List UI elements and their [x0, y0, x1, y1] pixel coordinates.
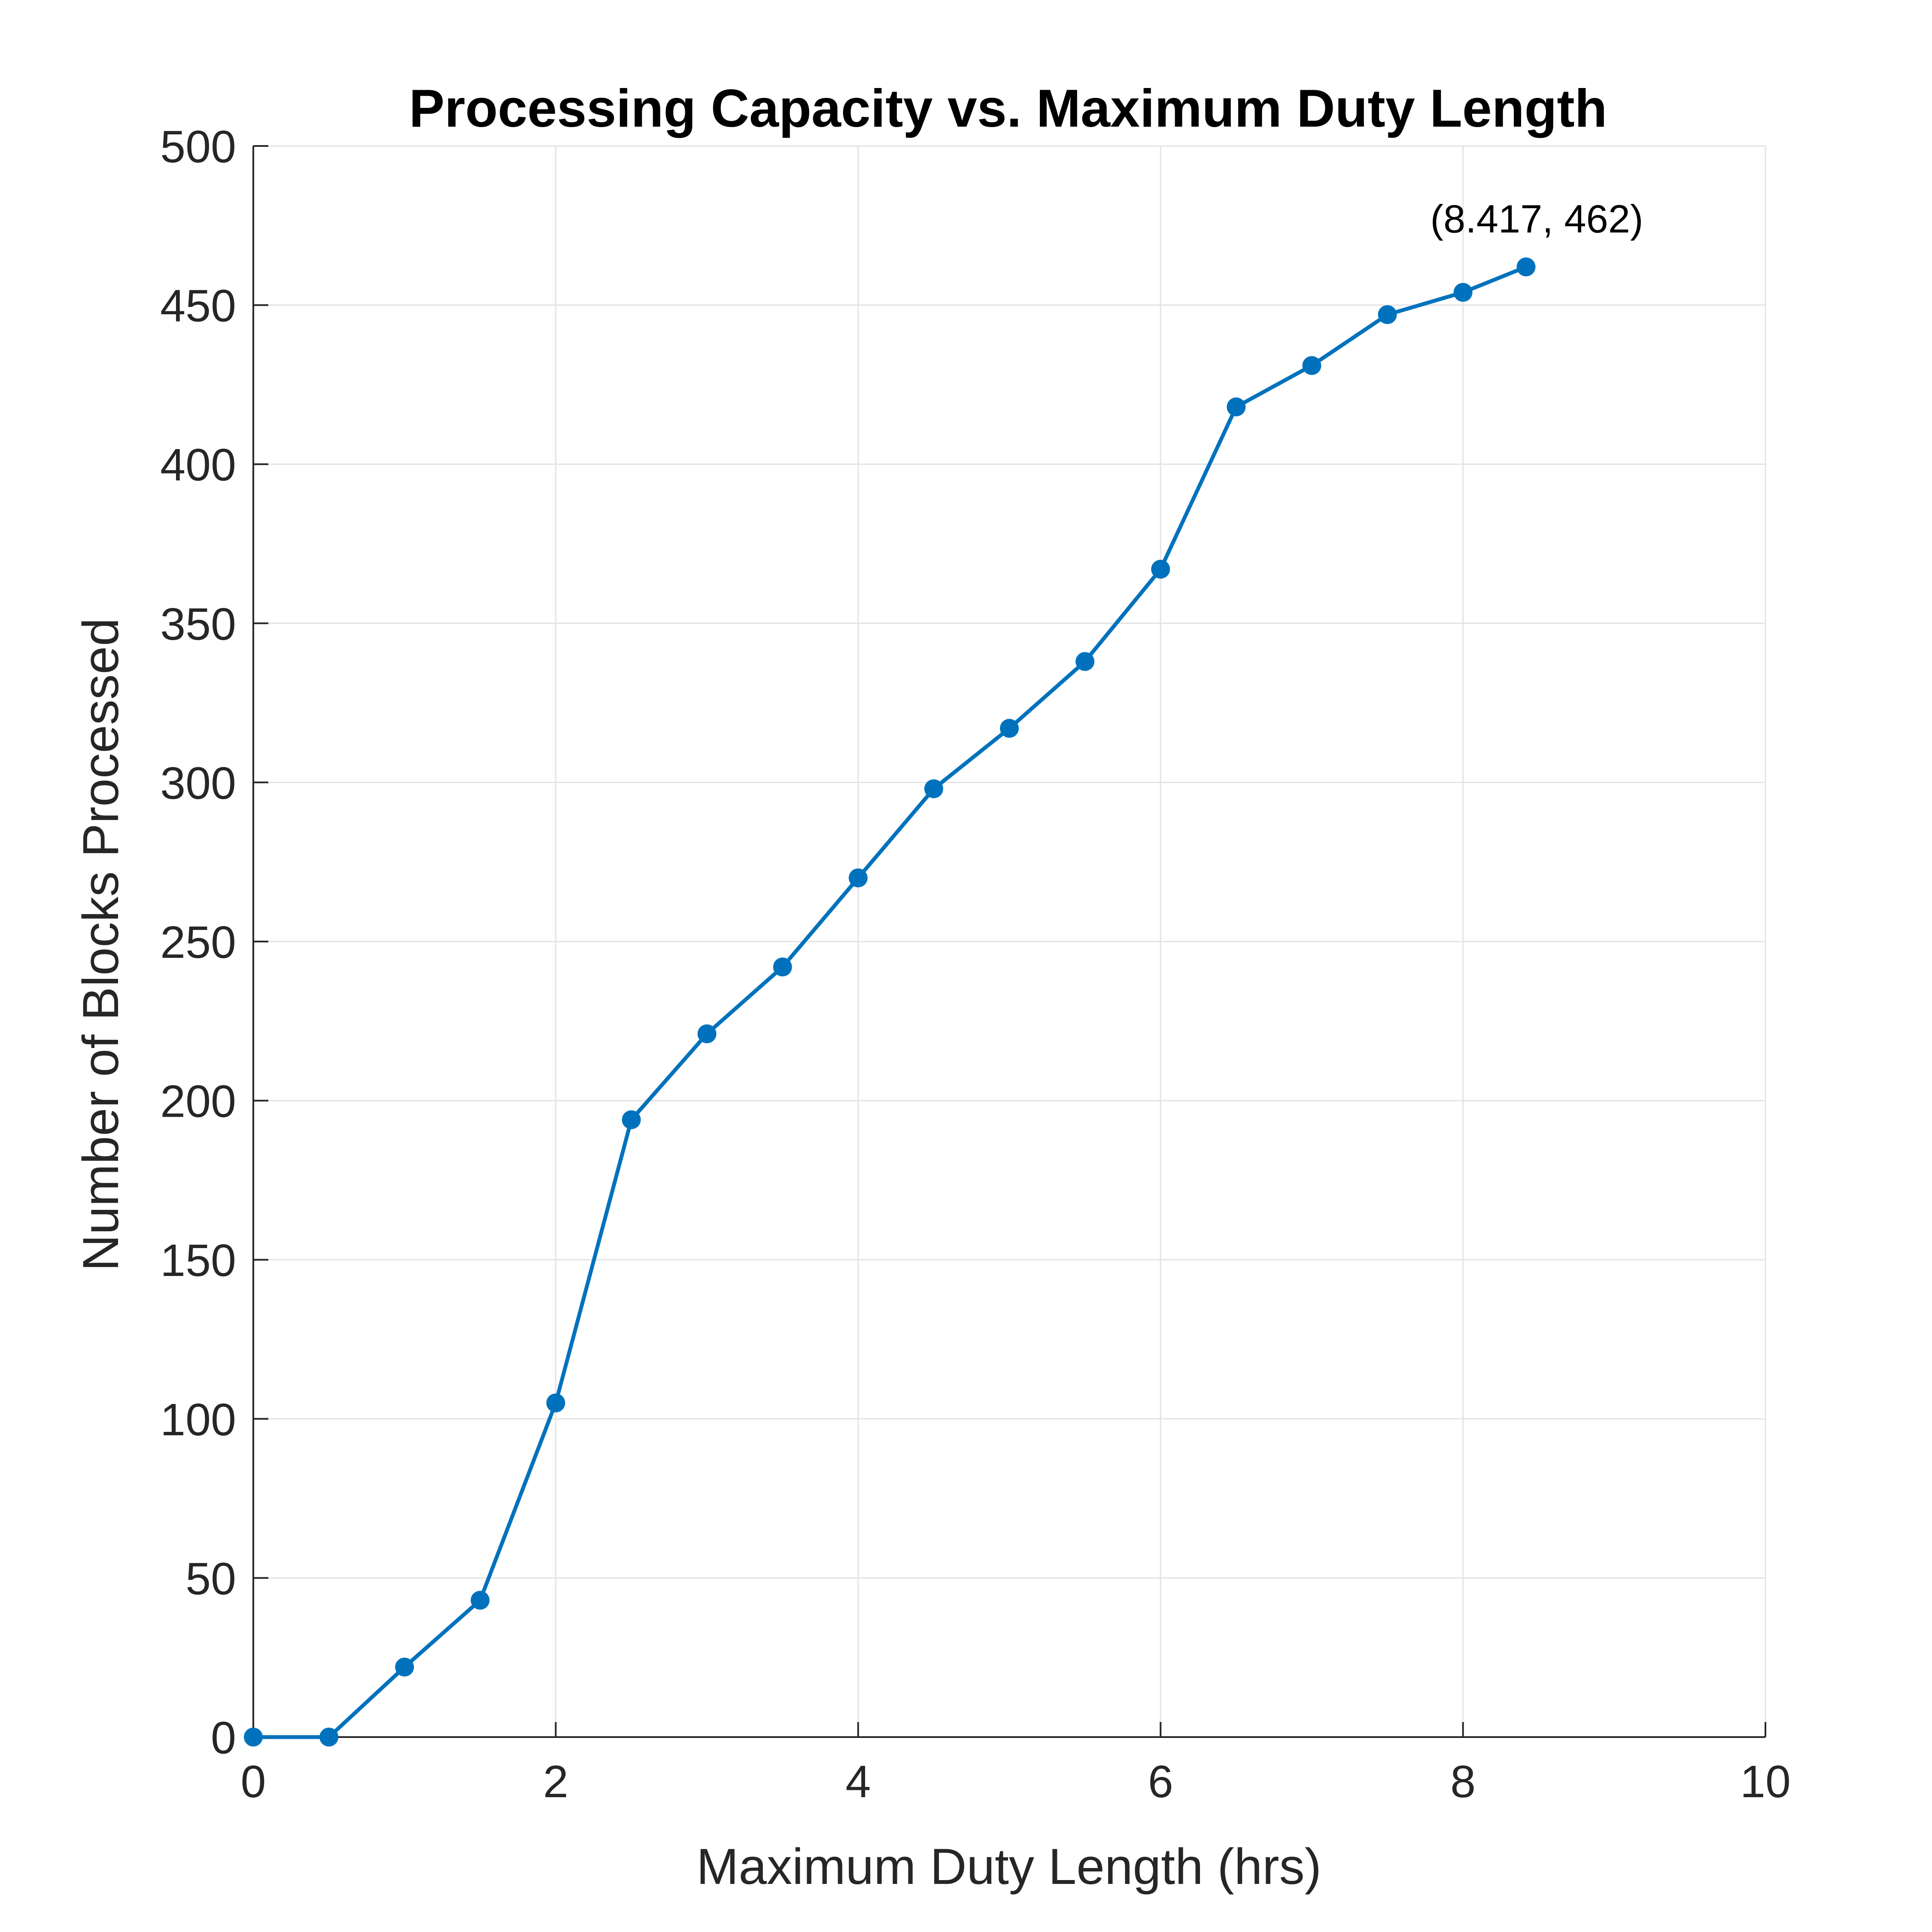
series-line — [253, 265, 1527, 1739]
data-point — [1378, 305, 1397, 324]
y-tick-label: 150 — [160, 1235, 236, 1286]
x-tick-label: 6 — [1148, 1756, 1173, 1807]
y-tick-label: 450 — [160, 281, 236, 331]
data-point — [773, 957, 792, 977]
y-axis-title: Number of Blocks Processed — [73, 618, 129, 1271]
data-point — [924, 779, 943, 799]
y-tick-label: 500 — [160, 122, 236, 172]
data-label: (8.417, 462) — [1430, 197, 1643, 241]
grid — [252, 145, 1766, 1738]
data-point — [546, 1393, 565, 1413]
x-tick-label: 4 — [845, 1756, 871, 1807]
series — [244, 257, 1536, 1747]
y-tick-label: 400 — [160, 440, 236, 490]
y-tick-label: 100 — [160, 1394, 236, 1445]
x-tick-label: 10 — [1740, 1756, 1791, 1807]
y-tick-label: 50 — [185, 1553, 236, 1604]
x-tick-label: 2 — [543, 1756, 568, 1807]
data-point — [1151, 559, 1170, 579]
data-point — [244, 1728, 263, 1747]
data-point — [1075, 652, 1095, 671]
data-point — [1227, 397, 1246, 416]
data-point — [1516, 257, 1536, 276]
data-point — [697, 1024, 717, 1043]
chart-title: Processing Capacity vs. Maximum Duty Len… — [409, 79, 1607, 138]
data-point — [1453, 283, 1473, 302]
y-tick-label: 350 — [160, 599, 236, 650]
data-point — [622, 1110, 641, 1130]
data-point — [848, 868, 868, 887]
data-point — [471, 1591, 490, 1610]
x-tick-label: 8 — [1450, 1756, 1476, 1807]
y-tick-label: 0 — [211, 1713, 236, 1763]
data-point — [1302, 356, 1321, 375]
y-tick-label: 250 — [160, 917, 236, 968]
data-point — [319, 1728, 339, 1747]
x-axis-title: Maximum Duty Length (hrs) — [696, 1838, 1321, 1895]
x-tick-label: 0 — [241, 1756, 266, 1807]
y-tick-label: 300 — [160, 758, 236, 808]
labels: Processing Capacity vs. Maximum Duty Len… — [73, 79, 1643, 1895]
data-point — [1000, 719, 1019, 738]
y-tick-label: 200 — [160, 1076, 236, 1127]
data-point — [395, 1657, 414, 1677]
